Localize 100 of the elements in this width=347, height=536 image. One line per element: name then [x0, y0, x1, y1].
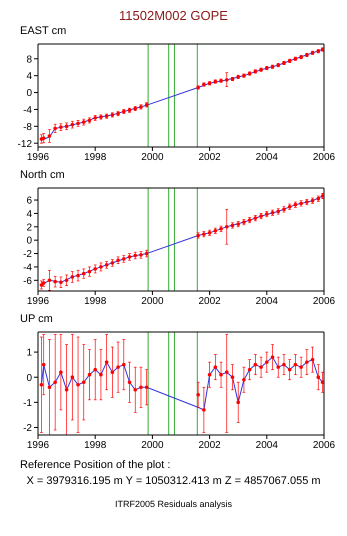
point [299, 365, 303, 369]
point [270, 355, 274, 359]
point [202, 408, 206, 412]
point [139, 385, 143, 390]
x-tick-label: 1996 [26, 296, 50, 308]
point [64, 278, 68, 282]
point [93, 267, 97, 271]
point [128, 380, 132, 384]
point [88, 270, 92, 274]
x-tick-label: 1998 [84, 152, 107, 164]
point [48, 385, 52, 390]
point [294, 362, 298, 366]
x-tick-label: 1996 [26, 152, 50, 164]
point [59, 280, 63, 284]
point [196, 393, 200, 397]
text: Reference Position of the plot : [19, 459, 172, 471]
point [230, 375, 234, 379]
x-tick-label: 2004 [256, 152, 278, 164]
x-tick-label: 2004 [256, 296, 278, 308]
point [48, 278, 52, 282]
point [64, 388, 68, 392]
point [282, 362, 286, 366]
y-tick-label: -1 [23, 398, 32, 409]
point [53, 380, 57, 384]
point [133, 388, 138, 392]
x-tick-label: 2002 [198, 440, 222, 452]
y-tick-label: -2 [23, 249, 32, 260]
x-tick-label: 1998 [84, 296, 107, 308]
point [248, 368, 252, 372]
point [42, 136, 46, 140]
x-tick-label: 2002 [198, 296, 222, 308]
x-tick-label: 2000 [141, 440, 164, 452]
point [93, 368, 97, 372]
point [76, 382, 80, 387]
x-tick-label: 2006 [312, 152, 336, 164]
y-tick-label: -6 [23, 276, 32, 287]
point [219, 372, 223, 376]
point [104, 360, 108, 364]
point [259, 365, 263, 369]
y-tick-label: 0 [26, 372, 32, 384]
point [53, 280, 57, 284]
point [214, 365, 218, 369]
point [42, 362, 46, 366]
y-axis-title: North cm [19, 169, 66, 183]
point [224, 370, 229, 374]
point [70, 375, 74, 379]
x-tick-label: 2000 [141, 296, 164, 308]
x-tick-label: 1998 [84, 440, 107, 452]
y-tick-label: 4 [26, 208, 32, 220]
x-tick-label: 2006 [312, 296, 336, 308]
point [310, 358, 314, 362]
x-tick-label: 2000 [141, 152, 164, 164]
x-tick-label: 2002 [198, 152, 222, 164]
y-tick-label: 0 [26, 236, 32, 247]
point [276, 365, 280, 369]
point [122, 362, 126, 366]
point [116, 365, 120, 369]
point [236, 400, 240, 404]
point [208, 372, 212, 376]
y-tick-label: 8 [26, 54, 32, 66]
y-tick-label: -4 [23, 262, 32, 274]
y-tick-label: 1 [26, 348, 32, 359]
y-tick-label: 0 [26, 88, 32, 100]
point [110, 370, 114, 374]
point [316, 375, 320, 379]
point [99, 265, 103, 269]
x-tick-label: 2004 [256, 440, 278, 452]
y-tick-label: 4 [26, 71, 32, 82]
point [99, 372, 103, 376]
point [242, 378, 246, 382]
point [254, 362, 258, 366]
y-tick-label: 2 [26, 222, 32, 234]
y-axis-title: EAST cm [19, 25, 68, 39]
point [224, 78, 229, 82]
point [265, 360, 269, 364]
y-axis-title: UP cm [19, 313, 54, 327]
chart-title: 11502M002 GOPE [118, 8, 229, 25]
line-series [40, 356, 324, 410]
y-tick-label: -12 [18, 138, 32, 150]
point [40, 382, 44, 387]
point [320, 380, 324, 384]
point [288, 368, 292, 372]
point [70, 275, 74, 279]
x-tick-label: 2006 [312, 440, 336, 452]
point [59, 370, 63, 374]
point [48, 134, 52, 138]
y-tick-label: 6 [26, 196, 32, 207]
point [224, 225, 229, 229]
point [82, 380, 86, 384]
point [305, 360, 309, 364]
point [76, 274, 80, 278]
point [53, 126, 57, 130]
point [144, 385, 148, 390]
y-tick-label: -4 [23, 104, 32, 116]
point [88, 372, 92, 376]
text: ITRF2005 Residuals analysis [114, 499, 234, 509]
point [40, 283, 44, 287]
y-tick-label: -2 [23, 423, 32, 434]
point [82, 272, 86, 276]
y-tick-label: -8 [23, 122, 32, 133]
